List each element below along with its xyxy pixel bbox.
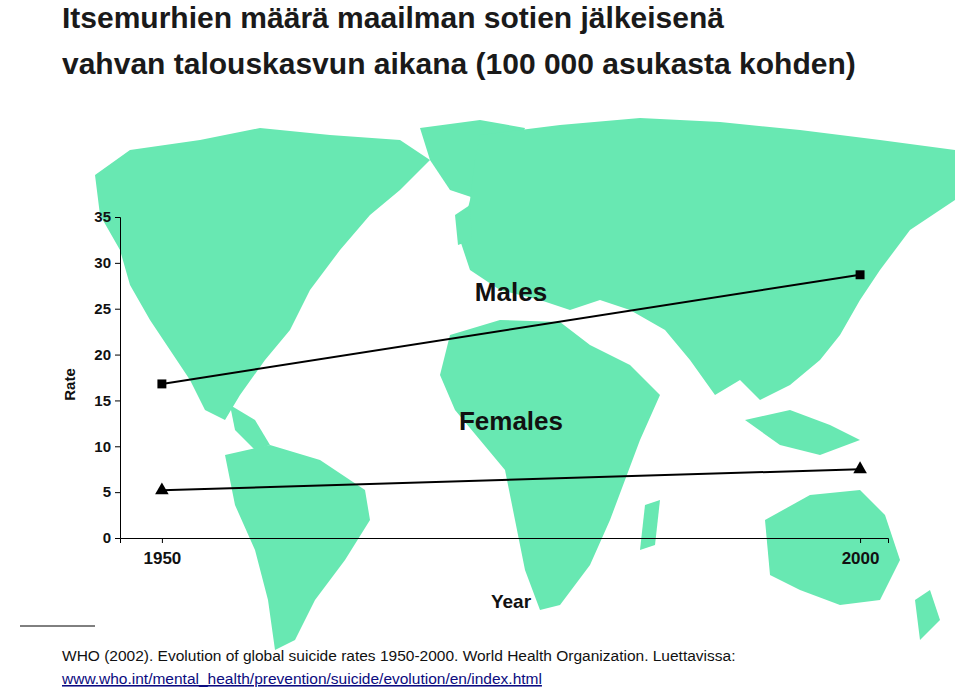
y-tick-label: 35	[94, 208, 111, 225]
title-group: Itsemurhien määrä maailman sotien jälkei…	[62, 1, 856, 80]
x-axis-title: Year	[491, 591, 532, 612]
x-tick: 2000	[842, 538, 880, 568]
continent	[765, 490, 900, 605]
y-axis-title: Rate	[61, 368, 78, 401]
y-tick-mark	[115, 492, 120, 493]
continent	[640, 500, 660, 550]
y-tick-mark	[115, 263, 120, 264]
y-tick-label: 0	[103, 529, 111, 546]
y-axis: 0 5 10 15 20 25 30 35	[94, 208, 120, 546]
chart: Itsemurhien määrä maailman sotien jälkei…	[0, 0, 960, 689]
y-tick-label: 30	[94, 254, 111, 271]
marker	[853, 461, 867, 473]
y-tick: 20	[94, 346, 120, 363]
series-label: Males	[475, 277, 547, 307]
y-tick: 10	[94, 438, 120, 455]
y-tick: 0	[103, 529, 120, 546]
y-tick: 25	[94, 300, 120, 317]
y-tick: 5	[103, 483, 120, 500]
x-axis: 1950 2000	[121, 538, 889, 568]
x-tick-label: 1950	[143, 549, 181, 568]
continent	[225, 445, 370, 650]
marker	[155, 482, 169, 494]
source-text: www.who.int/mental_health/prevention/sui…	[61, 670, 542, 687]
y-tick-mark	[115, 217, 120, 218]
y-tick-mark	[115, 446, 120, 447]
continent	[745, 410, 860, 455]
continent	[230, 405, 270, 450]
continent	[455, 205, 472, 245]
y-tick-mark	[115, 309, 120, 310]
y-tick-label: 20	[94, 346, 111, 363]
series-line	[162, 469, 860, 490]
plot-marks	[155, 270, 867, 494]
x-tick-mark	[162, 538, 163, 543]
source: WHO (2002). Evolution of global suicide …	[20, 626, 735, 687]
marker	[157, 379, 166, 388]
x-tick: 1950	[143, 538, 181, 568]
x-tick-label: 2000	[842, 549, 880, 568]
series-labels: Males Females	[459, 277, 563, 435]
title: Itsemurhien määrä maailman sotien jälkei…	[62, 1, 724, 34]
series-label: Females	[459, 406, 563, 436]
continent	[95, 128, 430, 420]
continent	[440, 320, 660, 610]
footnote-rule	[20, 626, 95, 627]
y-tick-mark	[115, 538, 120, 539]
y-tick: 15	[94, 392, 120, 409]
x-axis-line	[121, 539, 889, 544]
y-tick-label: 10	[94, 438, 111, 455]
y-tick-mark	[115, 355, 120, 356]
series-line	[162, 275, 860, 384]
y-tick-label: 5	[103, 483, 111, 500]
marker	[856, 270, 865, 279]
y-tick-label: 15	[94, 392, 111, 409]
y-tick: 35	[94, 208, 120, 225]
x-tick-mark	[860, 538, 861, 543]
y-tick-label: 25	[94, 300, 111, 317]
y-tick-mark	[115, 400, 120, 401]
y-tick: 30	[94, 254, 120, 271]
continent	[915, 590, 940, 640]
title: vahvan talouskasvun aikana (100 000 asuk…	[62, 47, 856, 80]
y-axis-line	[115, 218, 121, 539]
world-map	[95, 118, 955, 650]
source-text: WHO (2002). Evolution of global suicide …	[62, 647, 735, 664]
